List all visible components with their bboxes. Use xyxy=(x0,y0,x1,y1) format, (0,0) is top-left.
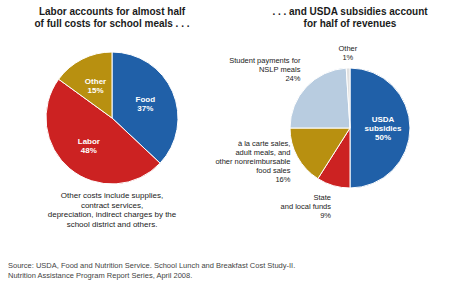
chart-root: Labor accounts for almost halfof full co… xyxy=(0,0,450,293)
slice-category: Other xyxy=(338,44,357,53)
slice-value: 9% xyxy=(320,211,331,220)
annotation-line: school district and others. xyxy=(67,220,158,229)
source-note-line: Nutrition Assistance Program Report Seri… xyxy=(8,271,192,280)
data-label: USDAsubsidies50% xyxy=(365,115,402,142)
chart-title-line: . . . and USDA subsidies account xyxy=(272,6,428,17)
slice-category: NSLP meals xyxy=(259,65,301,74)
slice-value: 16% xyxy=(275,175,290,184)
slice-category: and local funds xyxy=(281,202,332,211)
annotation-line: contract services, xyxy=(81,201,143,210)
pie xyxy=(46,52,178,184)
slice-category: State xyxy=(314,193,332,202)
slice-value: 15% xyxy=(88,86,104,95)
slice-value: 37% xyxy=(137,104,153,113)
chart-title: Labor accounts for almost halfof full co… xyxy=(34,6,189,29)
data-labels: Food37% Labor48% Other15% xyxy=(78,77,155,155)
slice-value: 48% xyxy=(81,146,97,155)
data-label: Labor48% xyxy=(78,137,100,155)
slice-value: 24% xyxy=(285,74,300,83)
data-label: Stateand local funds9% xyxy=(281,193,332,220)
pie-slice xyxy=(350,68,410,188)
slice-value: 1% xyxy=(342,53,353,62)
source-note: Source: USDA, Food and Nutrition Service… xyxy=(8,261,295,280)
annotation-line: Other costs include supplies, xyxy=(61,191,163,200)
slice-category: Labor xyxy=(78,137,100,146)
chart-title-line: Labor accounts for almost half xyxy=(39,6,186,17)
pie-slice xyxy=(346,68,350,128)
data-label: Food37% xyxy=(136,95,156,113)
pie-slice xyxy=(59,52,112,118)
slice-value: 50% xyxy=(375,133,391,142)
data-label: Other1% xyxy=(338,44,357,62)
chart-title-line: for half of revenues xyxy=(304,18,397,29)
slice-category: subsidies xyxy=(365,124,402,133)
chart-title-line: of full costs for school meals . . . xyxy=(34,18,189,29)
pie-slice xyxy=(290,128,350,179)
chart-title: . . . and USDA subsidies accountfor half… xyxy=(272,6,428,29)
data-label: Student payments forNSLP meals24% xyxy=(229,56,301,83)
annotation: Other costs include supplies,contract se… xyxy=(48,191,177,229)
slice-category: adult meals, and xyxy=(235,148,290,157)
pie-slice xyxy=(46,79,160,184)
pie xyxy=(290,68,410,188)
slice-category: USDA xyxy=(372,115,395,124)
slice-category: Other xyxy=(85,77,106,86)
slice-category: food sales xyxy=(256,166,290,175)
annotation-line: depreciation, indirect charges by the xyxy=(48,210,177,219)
source-note-line: Source: USDA, Food and Nutrition Service… xyxy=(8,261,295,270)
data-label: à la carte sales,adult meals, andother n… xyxy=(215,139,290,184)
slice-category: Food xyxy=(136,95,156,104)
data-labels: USDAsubsidies50% Stateand local funds9% à … xyxy=(215,44,402,220)
slice-category: à la carte sales, xyxy=(238,139,291,148)
data-label: Other15% xyxy=(85,77,106,95)
slice-category: other nonreimbursable xyxy=(215,157,290,166)
slice-category: Student payments for xyxy=(229,56,301,65)
